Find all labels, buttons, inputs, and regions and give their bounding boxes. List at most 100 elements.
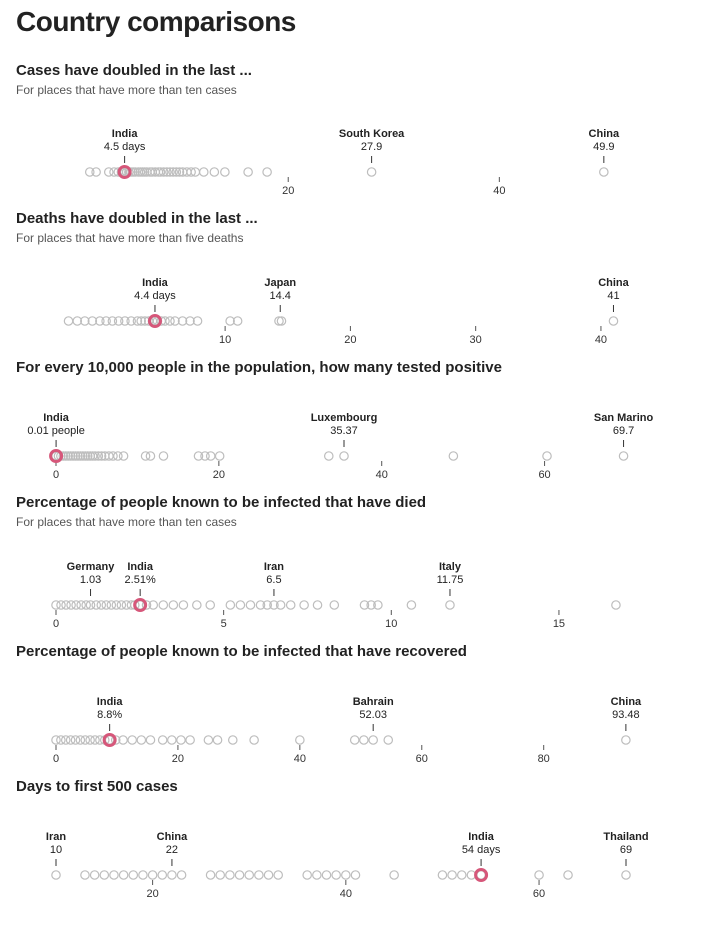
data-label-name: China <box>157 831 188 843</box>
highlighted-data-point <box>102 733 117 747</box>
data-point <box>70 735 81 745</box>
data-point <box>116 600 127 610</box>
data-point <box>445 600 455 610</box>
data-label-value: 27.9 <box>361 141 382 153</box>
data-point <box>72 316 83 326</box>
data-label-name: Luxembourg <box>311 412 378 424</box>
data-label-value: 22 <box>166 844 178 856</box>
data-label-name: India <box>142 277 169 289</box>
chart-subtitle: For places that have more than ten cases <box>16 515 237 529</box>
axis-tick-label: 40 <box>493 185 505 197</box>
chart-subtitle: For places that have more than ten cases <box>16 83 237 97</box>
data-point <box>192 316 203 326</box>
data-label-name: Bahrain <box>353 696 394 708</box>
data-point <box>90 735 100 745</box>
data-point <box>225 316 235 326</box>
data-label-value: 10 <box>50 844 62 856</box>
data-label-value: 69 <box>620 844 632 856</box>
data-point <box>136 316 146 326</box>
data-point <box>262 167 272 177</box>
data-point <box>621 735 631 745</box>
data-point <box>167 735 177 745</box>
data-point <box>198 167 209 177</box>
data-point <box>200 451 210 461</box>
data-point <box>299 600 309 610</box>
data-point <box>185 316 195 326</box>
axis-tick-label: 15 <box>553 618 565 630</box>
data-point <box>176 735 186 745</box>
data-point <box>185 735 195 745</box>
data-point <box>192 600 202 610</box>
data-point <box>165 316 175 326</box>
data-point <box>96 451 107 461</box>
data-point <box>349 735 360 745</box>
axis-tick-label: 0 <box>53 618 59 630</box>
data-point <box>145 735 156 745</box>
data-point <box>107 316 118 326</box>
data-point <box>78 451 88 461</box>
data-point <box>170 316 180 326</box>
data-label-name: Italy <box>439 561 462 573</box>
data-point <box>91 167 101 177</box>
data-point <box>158 600 169 610</box>
data-point <box>126 316 136 326</box>
data-point <box>447 870 457 880</box>
data-point <box>165 167 175 177</box>
data-point <box>621 870 631 880</box>
data-point <box>534 870 544 880</box>
data-label-value: 8.8% <box>97 709 122 721</box>
data-point <box>80 316 90 326</box>
data-label-name: China <box>598 277 629 289</box>
data-point <box>63 316 74 326</box>
data-point <box>75 451 86 461</box>
data-point <box>177 316 188 326</box>
data-point <box>147 870 158 880</box>
data-point <box>51 600 61 610</box>
data-point <box>171 167 182 177</box>
data-point <box>101 600 112 610</box>
data-point <box>138 870 148 880</box>
data-point <box>118 735 128 745</box>
data-label-value: 1.03 <box>80 574 101 586</box>
axis-tick-label: 30 <box>470 334 482 346</box>
data-point <box>167 870 177 880</box>
data-point <box>90 451 100 461</box>
axis-tick-label: 20 <box>172 753 184 765</box>
data-point <box>111 600 122 610</box>
data-point <box>58 451 69 461</box>
data-label-value: 52.03 <box>359 709 387 721</box>
data-label-value: 4.4 days <box>134 290 176 302</box>
data-point <box>331 870 341 880</box>
data-point <box>212 735 223 745</box>
data-label-name: India <box>112 128 139 140</box>
data-label-value: 14.4 <box>270 290 291 302</box>
data-point <box>73 451 83 461</box>
data-point <box>118 870 129 880</box>
data-label-value: 11.75 <box>437 574 464 586</box>
data-point <box>51 870 61 880</box>
data-point <box>89 870 100 880</box>
data-point <box>63 451 74 461</box>
data-point <box>542 451 552 461</box>
data-point <box>110 735 121 745</box>
data-label-value: 54 days <box>462 844 501 856</box>
data-point <box>162 167 172 177</box>
data-label-value: 49.9 <box>593 141 614 153</box>
data-point <box>168 167 178 177</box>
data-point <box>128 870 139 880</box>
data-point <box>312 600 323 610</box>
data-point <box>312 870 322 880</box>
data-point <box>157 870 168 880</box>
data-point <box>71 600 81 610</box>
data-point <box>205 870 216 880</box>
data-label-name: India <box>97 696 124 708</box>
data-point <box>65 451 76 461</box>
chart-subtitle: For places that have more than five deat… <box>16 231 244 245</box>
highlighted-data-point <box>117 165 132 179</box>
data-point <box>80 870 90 880</box>
data-label-name: China <box>611 696 642 708</box>
data-label-name: India <box>127 561 154 573</box>
data-point <box>366 600 376 610</box>
data-point <box>65 735 76 745</box>
data-point <box>359 735 369 745</box>
